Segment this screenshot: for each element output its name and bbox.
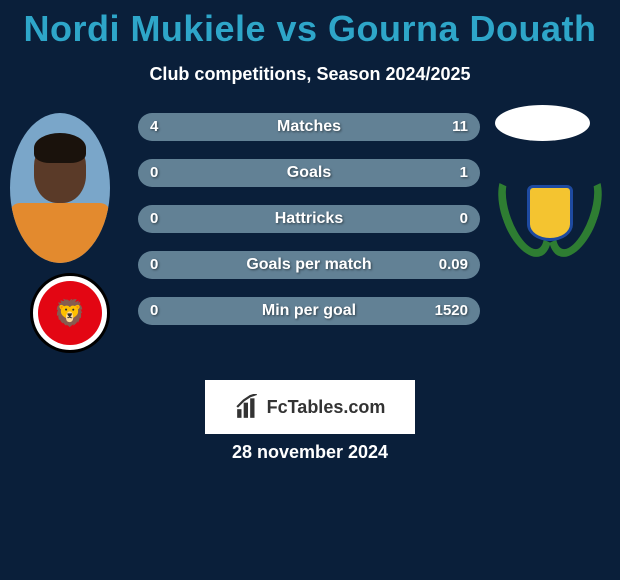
- stat-label: Goals: [138, 159, 480, 187]
- stats-area: 🦁 4Matches110Goals10Hattricks00Goals per…: [0, 113, 620, 373]
- stat-value-right: 1520: [435, 297, 468, 325]
- stat-value-right: 0.09: [439, 251, 468, 279]
- stat-row: 0Hattricks0: [138, 205, 480, 233]
- photo-shirt: [10, 203, 110, 263]
- stat-value-right: 1: [460, 159, 468, 187]
- page-title: Nordi Mukiele vs Gourna Douath: [0, 0, 620, 50]
- player-photo: [10, 113, 110, 263]
- club-logo-left-inner: 🦁: [38, 281, 102, 345]
- stat-value-right: 0: [460, 205, 468, 233]
- branding: FcTables.com: [205, 380, 415, 434]
- stat-row: 0Goals1: [138, 159, 480, 187]
- date: 28 november 2024: [0, 442, 620, 463]
- club-logo-right: [500, 163, 600, 263]
- stat-row: 4Matches11: [138, 113, 480, 141]
- stat-value-right: 11: [452, 113, 468, 141]
- stat-label: Goals per match: [138, 251, 480, 279]
- stat-row: 0Min per goal1520: [138, 297, 480, 325]
- stat-bars: 4Matches110Goals10Hattricks00Goals per m…: [138, 113, 480, 343]
- shield-icon: [527, 185, 573, 241]
- stat-row: 0Goals per match0.09: [138, 251, 480, 279]
- right-oval-badge: [495, 105, 590, 141]
- branding-label: FcTables.com: [267, 397, 386, 418]
- stat-label: Min per goal: [138, 297, 480, 325]
- stat-label: Matches: [138, 113, 480, 141]
- lion-icon: 🦁: [54, 299, 86, 328]
- club-logo-left: 🦁: [30, 273, 110, 353]
- chart-icon: [235, 394, 261, 420]
- photo-hair: [34, 133, 86, 163]
- stat-label: Hattricks: [138, 205, 480, 233]
- subtitle: Club competitions, Season 2024/2025: [0, 64, 620, 85]
